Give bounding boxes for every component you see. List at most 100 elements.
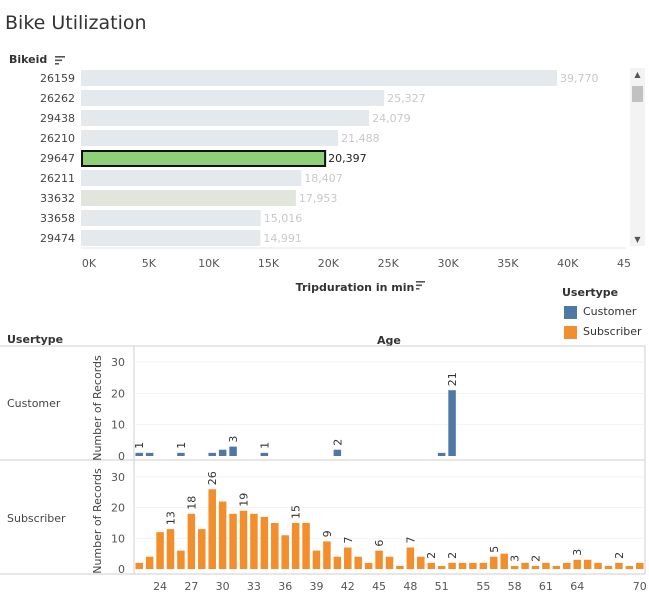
bike-id-label: 26210 — [40, 132, 75, 145]
bikeid-header[interactable]: Bikeid — [9, 53, 66, 66]
record-bar — [229, 446, 237, 456]
record-bar — [406, 547, 415, 569]
bike-bar — [81, 150, 327, 167]
bike-id-label: 33658 — [40, 212, 75, 225]
y-tick-label: 30 — [111, 471, 125, 484]
age-tick-label: 42 — [341, 580, 355, 593]
record-bar — [469, 562, 477, 569]
x-tick-label: 30K — [437, 257, 459, 270]
x-tick-label: 40K — [557, 257, 579, 270]
record-bar — [458, 562, 467, 569]
bar-data-label: 2 — [446, 552, 459, 559]
bike-value-label: 18,407 — [304, 172, 343, 185]
record-bar — [604, 565, 613, 569]
record-bar — [145, 556, 154, 569]
bike-bar — [81, 130, 339, 146]
record-bar — [187, 513, 196, 569]
bike-bar — [81, 110, 370, 126]
sort-icon[interactable] — [55, 55, 66, 65]
record-bar — [396, 565, 404, 569]
age-tick-label: 45 — [372, 580, 386, 593]
record-bar — [229, 513, 237, 569]
bike-id-label: 26159 — [40, 72, 75, 85]
bar-data-label: 2 — [613, 552, 626, 559]
usertype-row-label: Subscriber — [7, 512, 66, 525]
bar-data-label: 26 — [206, 471, 219, 485]
bike-id-label: 29647 — [40, 152, 75, 165]
record-bar — [437, 452, 446, 456]
record-bar — [198, 529, 206, 569]
record-bar — [281, 535, 289, 569]
bike-bar — [81, 230, 261, 246]
bar-data-label: 7 — [404, 537, 417, 544]
record-bar — [448, 390, 456, 456]
record-bar — [344, 547, 352, 569]
age-tick-label: 70 — [633, 580, 647, 593]
usertype-row-header: Usertype — [7, 333, 64, 346]
legend-title: Usertype — [562, 286, 619, 299]
record-bar — [260, 452, 269, 456]
bar-data-label: 6 — [373, 540, 386, 547]
record-bar — [594, 562, 602, 569]
record-bar — [583, 559, 592, 569]
x-tick-label: 25K — [378, 257, 400, 270]
record-bar — [156, 532, 164, 569]
bar-data-label: 1 — [133, 442, 146, 449]
age-tick-label: 24 — [153, 580, 167, 593]
record-bar — [166, 529, 175, 569]
record-bar — [625, 565, 634, 569]
bar-data-label: 3 — [227, 436, 240, 443]
bar-data-label: 2 — [530, 555, 543, 562]
record-bar — [218, 501, 227, 569]
y-tick-label: 0 — [118, 450, 125, 463]
record-bar — [177, 452, 185, 456]
scroll-down-icon[interactable]: ▼ — [634, 235, 641, 244]
bar-data-label: 13 — [165, 511, 178, 525]
y-tick-label: 0 — [118, 563, 125, 576]
record-bar — [354, 556, 362, 569]
age-tick-label: 58 — [508, 580, 522, 593]
x-tick-label: 0K — [82, 257, 97, 270]
bike-value-label: 14,991 — [263, 232, 302, 245]
legend-item-customer[interactable]: Customer — [564, 305, 636, 319]
legend-label-subscriber: Subscriber — [583, 325, 642, 338]
record-bar — [291, 523, 300, 569]
record-bar — [135, 562, 143, 569]
bike-bar — [81, 70, 557, 86]
record-bar — [312, 550, 321, 569]
y-tick-label: 10 — [111, 419, 125, 432]
y-axis-title: Number of Records — [91, 355, 104, 461]
record-bar — [302, 523, 310, 569]
bar-data-label: 15 — [290, 505, 303, 519]
record-bar — [437, 565, 446, 569]
bar-data-label: 1 — [175, 442, 188, 449]
bike-id-label: 26262 — [40, 92, 75, 105]
record-bar — [563, 562, 571, 569]
vertical-scrollbar[interactable]: ▲ ▼ — [630, 68, 645, 246]
bike-id-label: 29438 — [40, 112, 75, 125]
legend-item-subscriber[interactable]: Subscriber — [564, 325, 642, 339]
bike-value-label: 24,079 — [372, 112, 411, 125]
record-bar — [552, 565, 561, 569]
bike-utilization-chart: 26159 39,770 26262 25,327 29438 24,079 26210 21… — [40, 70, 630, 294]
x-tick-label: 5K — [142, 257, 157, 270]
bike-bar — [81, 190, 296, 206]
legend-swatch-subscriber — [564, 325, 577, 339]
record-bar — [271, 523, 279, 569]
record-bar — [448, 562, 456, 569]
x-tick-label: 45K — [617, 257, 630, 270]
usertype-row-label: Customer — [7, 397, 61, 410]
scrollbar-thumb[interactable] — [632, 86, 643, 102]
record-bar — [479, 562, 488, 569]
age-tick-label: 30 — [216, 580, 230, 593]
record-bar — [615, 562, 623, 569]
record-bar — [500, 553, 508, 569]
x-tick-label: 10K — [198, 257, 220, 270]
age-tick-label: 36 — [278, 580, 292, 593]
record-bar — [636, 562, 644, 569]
bike-id-label: 29474 — [40, 232, 75, 245]
scroll-up-icon[interactable]: ▲ — [634, 70, 641, 79]
record-bar — [427, 562, 435, 569]
age-tick-label: 33 — [247, 580, 261, 593]
